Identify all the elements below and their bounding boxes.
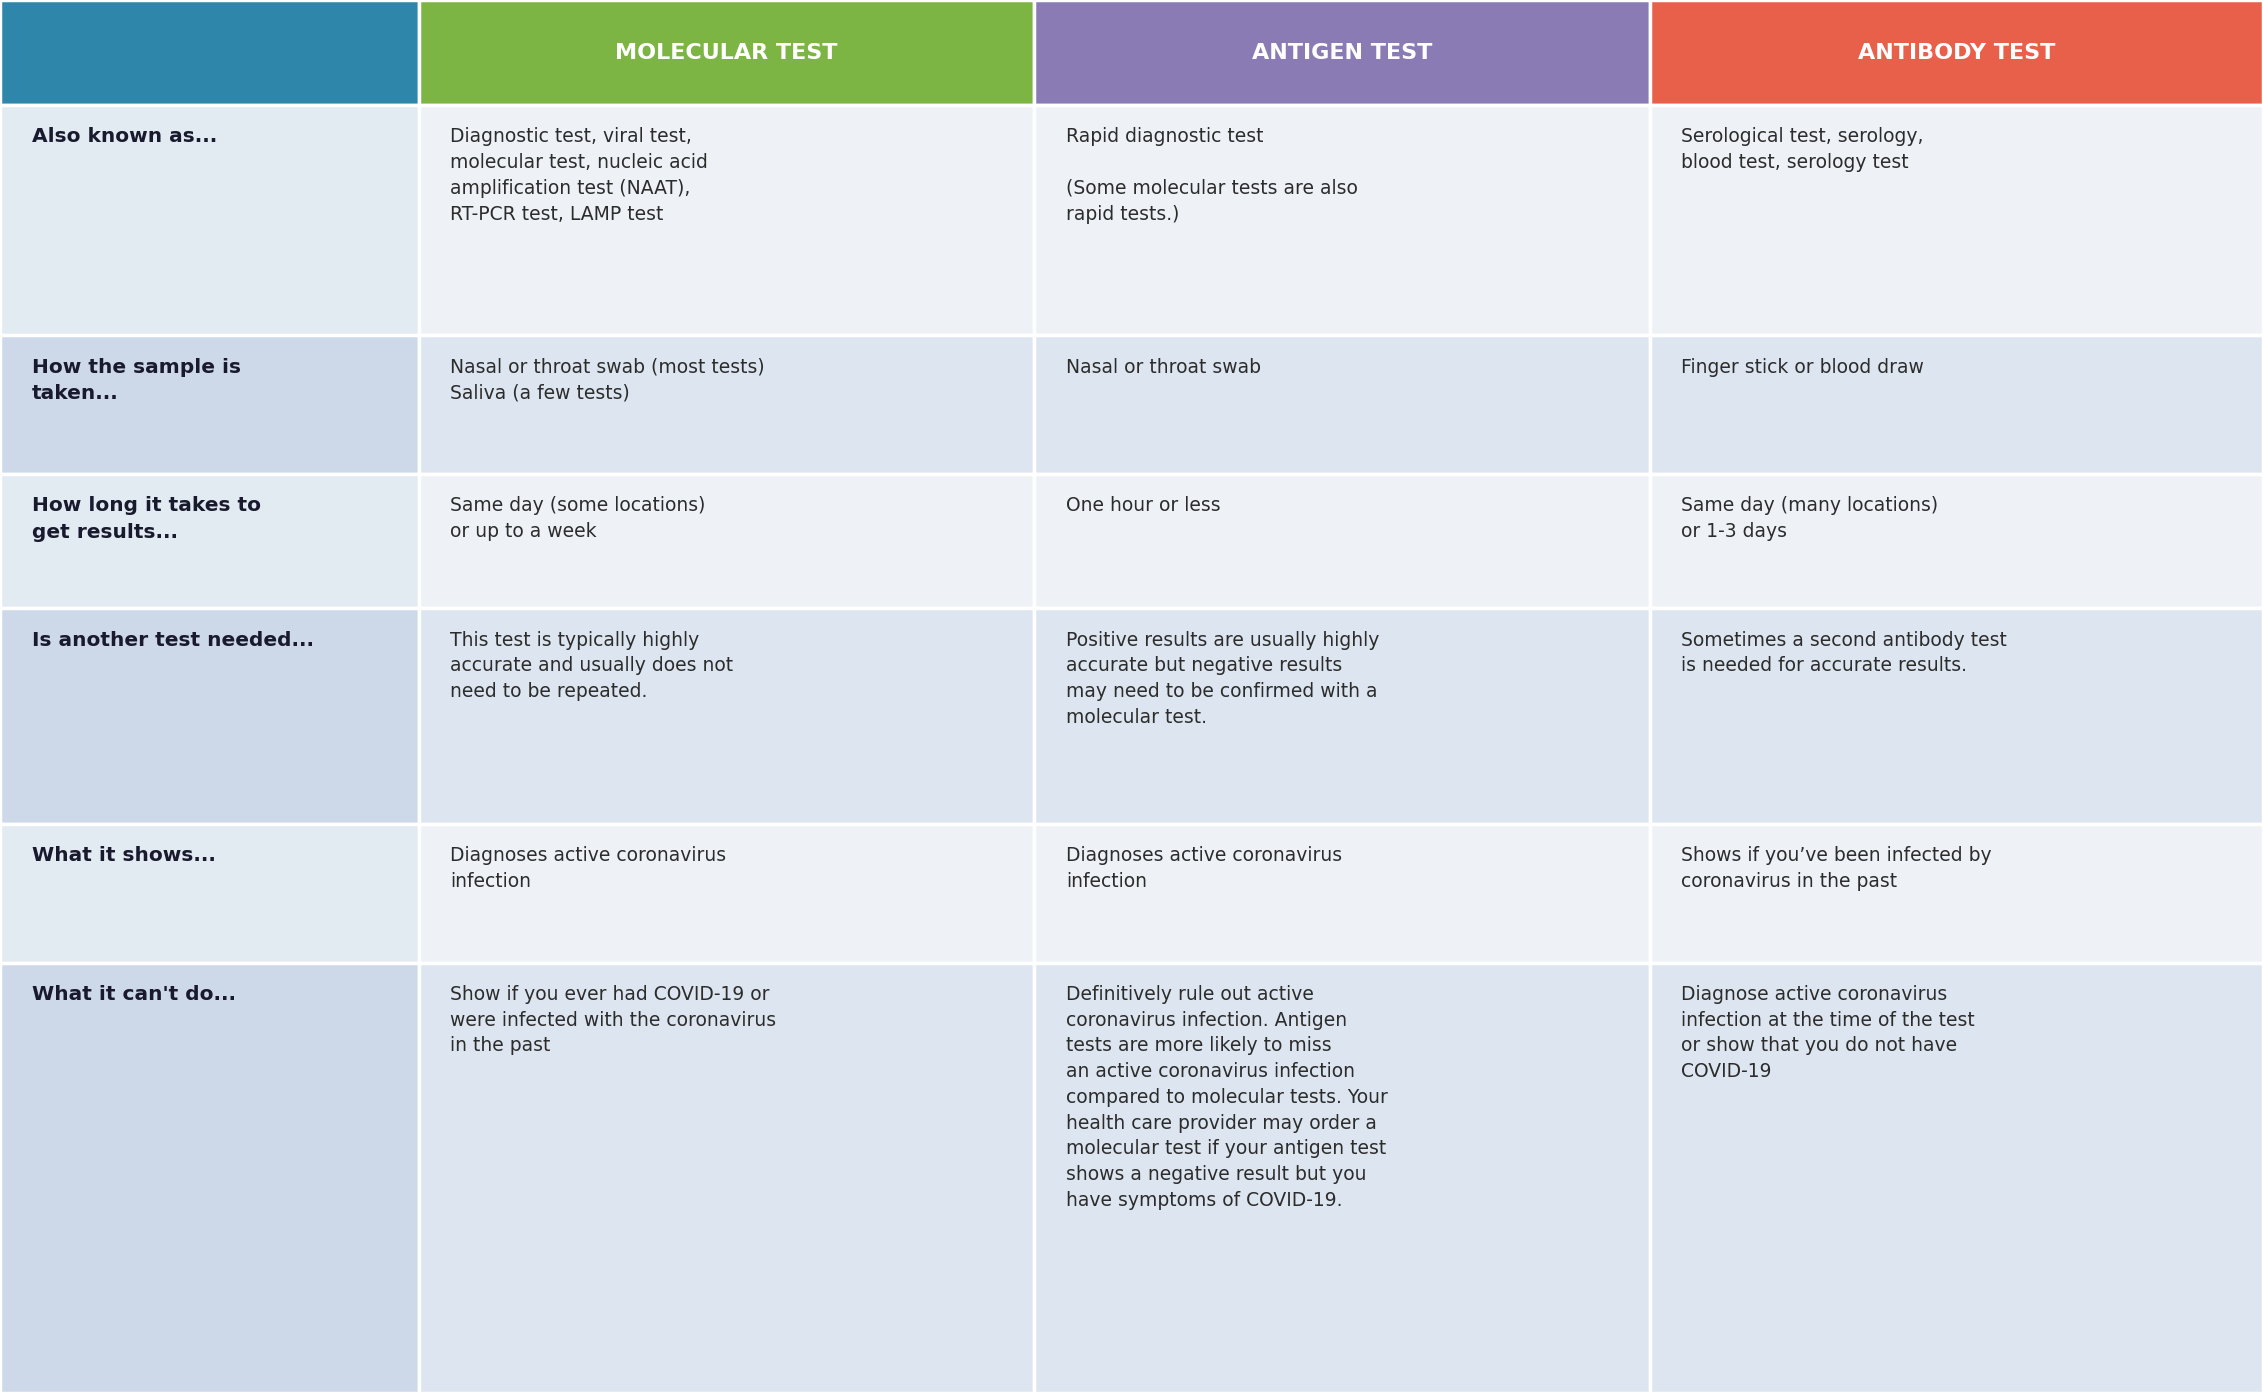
Text: Sometimes a second antibody test
is needed for accurate results.: Sometimes a second antibody test is need…: [1681, 631, 2007, 676]
FancyBboxPatch shape: [1650, 825, 2263, 963]
FancyBboxPatch shape: [1034, 104, 1650, 336]
Text: Positive results are usually highly
accurate but negative results
may need to be: Positive results are usually highly accu…: [1066, 631, 1378, 727]
Text: One hour or less: One hour or less: [1066, 496, 1220, 515]
Text: Rapid diagnostic test

(Some molecular tests are also
rapid tests.): Rapid diagnostic test (Some molecular te…: [1066, 127, 1358, 223]
Text: Show if you ever had COVID-19 or
were infected with the coronavirus
in the past: Show if you ever had COVID-19 or were in…: [450, 985, 776, 1056]
FancyBboxPatch shape: [0, 0, 419, 104]
FancyBboxPatch shape: [419, 336, 1034, 474]
FancyBboxPatch shape: [419, 963, 1034, 1393]
FancyBboxPatch shape: [1034, 336, 1650, 474]
FancyBboxPatch shape: [419, 474, 1034, 609]
Text: Definitively rule out active
coronavirus infection. Antigen
tests are more likel: Definitively rule out active coronavirus…: [1066, 985, 1387, 1211]
FancyBboxPatch shape: [1650, 963, 2263, 1393]
FancyBboxPatch shape: [0, 104, 419, 336]
Text: Nasal or throat swab: Nasal or throat swab: [1066, 358, 1260, 376]
Text: Diagnoses active coronavirus
infection: Diagnoses active coronavirus infection: [450, 847, 726, 892]
FancyBboxPatch shape: [1034, 825, 1650, 963]
FancyBboxPatch shape: [1034, 474, 1650, 609]
Text: How long it takes to
get results...: How long it takes to get results...: [32, 496, 260, 542]
FancyBboxPatch shape: [419, 609, 1034, 825]
FancyBboxPatch shape: [0, 336, 419, 474]
FancyBboxPatch shape: [1034, 0, 1650, 104]
FancyBboxPatch shape: [419, 104, 1034, 336]
Text: Shows if you’ve been infected by
coronavirus in the past: Shows if you’ve been infected by coronav…: [1681, 847, 1991, 892]
Text: How the sample is
taken...: How the sample is taken...: [32, 358, 240, 404]
FancyBboxPatch shape: [1650, 336, 2263, 474]
Text: This test is typically highly
accurate and usually does not
need to be repeated.: This test is typically highly accurate a…: [450, 631, 733, 701]
Text: Nasal or throat swab (most tests)
Saliva (a few tests): Nasal or throat swab (most tests) Saliva…: [450, 358, 765, 403]
FancyBboxPatch shape: [1650, 474, 2263, 609]
Text: Same day (many locations)
or 1-3 days: Same day (many locations) or 1-3 days: [1681, 496, 1939, 540]
Text: Same day (some locations)
or up to a week: Same day (some locations) or up to a wee…: [450, 496, 706, 540]
Text: What it shows...: What it shows...: [32, 847, 215, 865]
FancyBboxPatch shape: [0, 963, 419, 1393]
Text: Is another test needed...: Is another test needed...: [32, 631, 315, 649]
Text: Diagnoses active coronavirus
infection: Diagnoses active coronavirus infection: [1066, 847, 1342, 892]
Text: Finger stick or blood draw: Finger stick or blood draw: [1681, 358, 1924, 376]
Text: What it can't do...: What it can't do...: [32, 985, 235, 1004]
FancyBboxPatch shape: [0, 609, 419, 825]
Text: Diagnose active coronavirus
infection at the time of the test
or show that you d: Diagnose active coronavirus infection at…: [1681, 985, 1976, 1081]
Text: ANTIBODY TEST: ANTIBODY TEST: [1858, 43, 2055, 63]
FancyBboxPatch shape: [1650, 104, 2263, 336]
FancyBboxPatch shape: [1650, 609, 2263, 825]
Text: Also known as...: Also known as...: [32, 127, 217, 146]
FancyBboxPatch shape: [1034, 963, 1650, 1393]
Text: MOLECULAR TEST: MOLECULAR TEST: [616, 43, 837, 63]
Text: ANTIGEN TEST: ANTIGEN TEST: [1251, 43, 1432, 63]
FancyBboxPatch shape: [1034, 609, 1650, 825]
Text: Diagnostic test, viral test,
molecular test, nucleic acid
amplification test (NA: Diagnostic test, viral test, molecular t…: [450, 127, 708, 223]
FancyBboxPatch shape: [419, 825, 1034, 963]
FancyBboxPatch shape: [419, 0, 1034, 104]
FancyBboxPatch shape: [0, 474, 419, 609]
FancyBboxPatch shape: [0, 825, 419, 963]
Text: Serological test, serology,
blood test, serology test: Serological test, serology, blood test, …: [1681, 127, 1924, 173]
FancyBboxPatch shape: [1650, 0, 2263, 104]
